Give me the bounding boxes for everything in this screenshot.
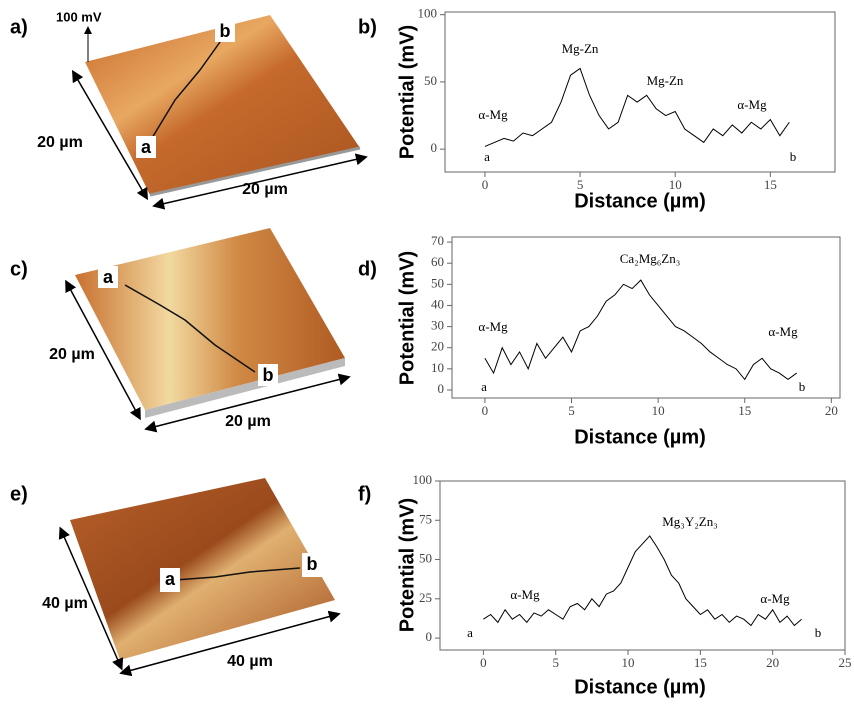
y-tick-label: 100 xyxy=(413,472,433,487)
y-tick-label: 0 xyxy=(426,629,433,644)
x-tick-label: 0 xyxy=(482,403,489,418)
y-axis-label: Potential (mV) xyxy=(396,251,418,385)
dimension-label: 20 µm xyxy=(242,181,288,198)
point-label: a xyxy=(103,267,114,287)
y-tick-label: 100 xyxy=(418,6,438,21)
x-tick-label: 15 xyxy=(738,403,751,418)
x-tick-label: 20 xyxy=(825,403,838,418)
annotation: α-Mg xyxy=(478,319,508,334)
annotation: α-Mg xyxy=(760,591,790,606)
y-tick-label: 50 xyxy=(431,275,444,290)
data-line xyxy=(483,536,801,626)
annotation: b xyxy=(790,149,797,164)
dimension-label: 20 µm xyxy=(225,413,271,430)
data-line xyxy=(485,280,797,379)
point-label: b xyxy=(220,21,231,41)
point-label: b xyxy=(307,554,318,574)
y-tick-label: 60 xyxy=(431,254,444,269)
y-tick-label: 0 xyxy=(431,140,438,155)
y-axis-label: Potential (mV) xyxy=(396,25,418,159)
annotation: α-Mg xyxy=(510,587,540,602)
y-tick-label: 20 xyxy=(431,339,444,354)
afm-image: a) 100 mV a b 20 µm 20 µm xyxy=(10,9,362,205)
figure: a) 100 mV a b 20 µm 20 µm c) a b 20 µm 2… xyxy=(0,0,854,702)
y-tick-label: 40 xyxy=(431,296,444,311)
page: a) 100 mV a b 20 µm 20 µm c) a b 20 µm 2… xyxy=(0,0,854,702)
panel-label: d) xyxy=(358,258,377,280)
annotation: b xyxy=(815,625,822,640)
surface xyxy=(75,228,345,410)
afm-image: c) a b 20 µm 20 µm xyxy=(10,228,345,430)
point-label: a xyxy=(141,137,152,157)
x-axis-label: Distance (µm) xyxy=(574,190,706,212)
afm-image: e) a b 40 µm 40 µm xyxy=(10,478,335,672)
x-axis-label: Distance (µm) xyxy=(574,676,706,698)
panel-label: e) xyxy=(10,483,28,505)
x-axis-label: Distance (µm) xyxy=(574,426,706,448)
y-axis-label: Potential (mV) xyxy=(396,498,418,632)
y-tick-label: 70 xyxy=(431,233,444,248)
panel-label: b) xyxy=(358,16,377,38)
panel-label: f) xyxy=(358,483,371,505)
x-tick-label: 10 xyxy=(622,655,635,670)
y-tick-label: 10 xyxy=(431,360,444,375)
annotation: Ca₂Mg₆Zn₃ xyxy=(620,251,681,266)
y-tick-label: 30 xyxy=(431,318,444,333)
panel-label: c) xyxy=(10,258,28,280)
scale-label: 100 mV xyxy=(56,9,102,24)
annotation: Mg₃Y₂Zn₃ xyxy=(662,514,718,529)
dimension-label: 20 µm xyxy=(49,346,95,363)
y-tick-label: 50 xyxy=(424,73,437,88)
x-tick-label: 15 xyxy=(694,655,707,670)
y-tick-label: 50 xyxy=(419,551,432,566)
annotation: α-Mg xyxy=(478,107,508,122)
x-tick-label: 15 xyxy=(764,177,777,192)
annotation: α-Mg xyxy=(768,324,798,339)
dimension-label: 40 µm xyxy=(42,595,88,612)
annotation: a xyxy=(467,625,473,640)
x-tick-label: 5 xyxy=(568,403,575,418)
x-tick-label: 0 xyxy=(482,177,489,192)
x-tick-label: 20 xyxy=(766,655,779,670)
y-tick-label: 0 xyxy=(438,381,445,396)
point-label: a xyxy=(165,569,176,589)
annotation: a xyxy=(484,149,490,164)
y-tick-label: 75 xyxy=(419,511,432,526)
panel-label: a) xyxy=(10,16,28,38)
x-tick-label: 5 xyxy=(552,655,559,670)
point-label: b xyxy=(263,365,274,385)
y-tick-label: 25 xyxy=(419,590,432,605)
annotation: Mg-Zn xyxy=(562,41,599,56)
dimension-label: 40 µm xyxy=(227,653,273,670)
annotation: α-Mg xyxy=(737,97,767,112)
annotation: Mg-Zn xyxy=(647,73,684,88)
x-tick-label: 10 xyxy=(652,403,665,418)
annotation: a xyxy=(481,379,487,394)
dimension-label: 20 µm xyxy=(37,134,83,151)
x-tick-label: 0 xyxy=(480,655,487,670)
x-tick-label: 25 xyxy=(839,655,852,670)
annotation: b xyxy=(799,379,806,394)
plot-frame xyxy=(440,481,845,650)
plot-frame xyxy=(445,12,835,172)
